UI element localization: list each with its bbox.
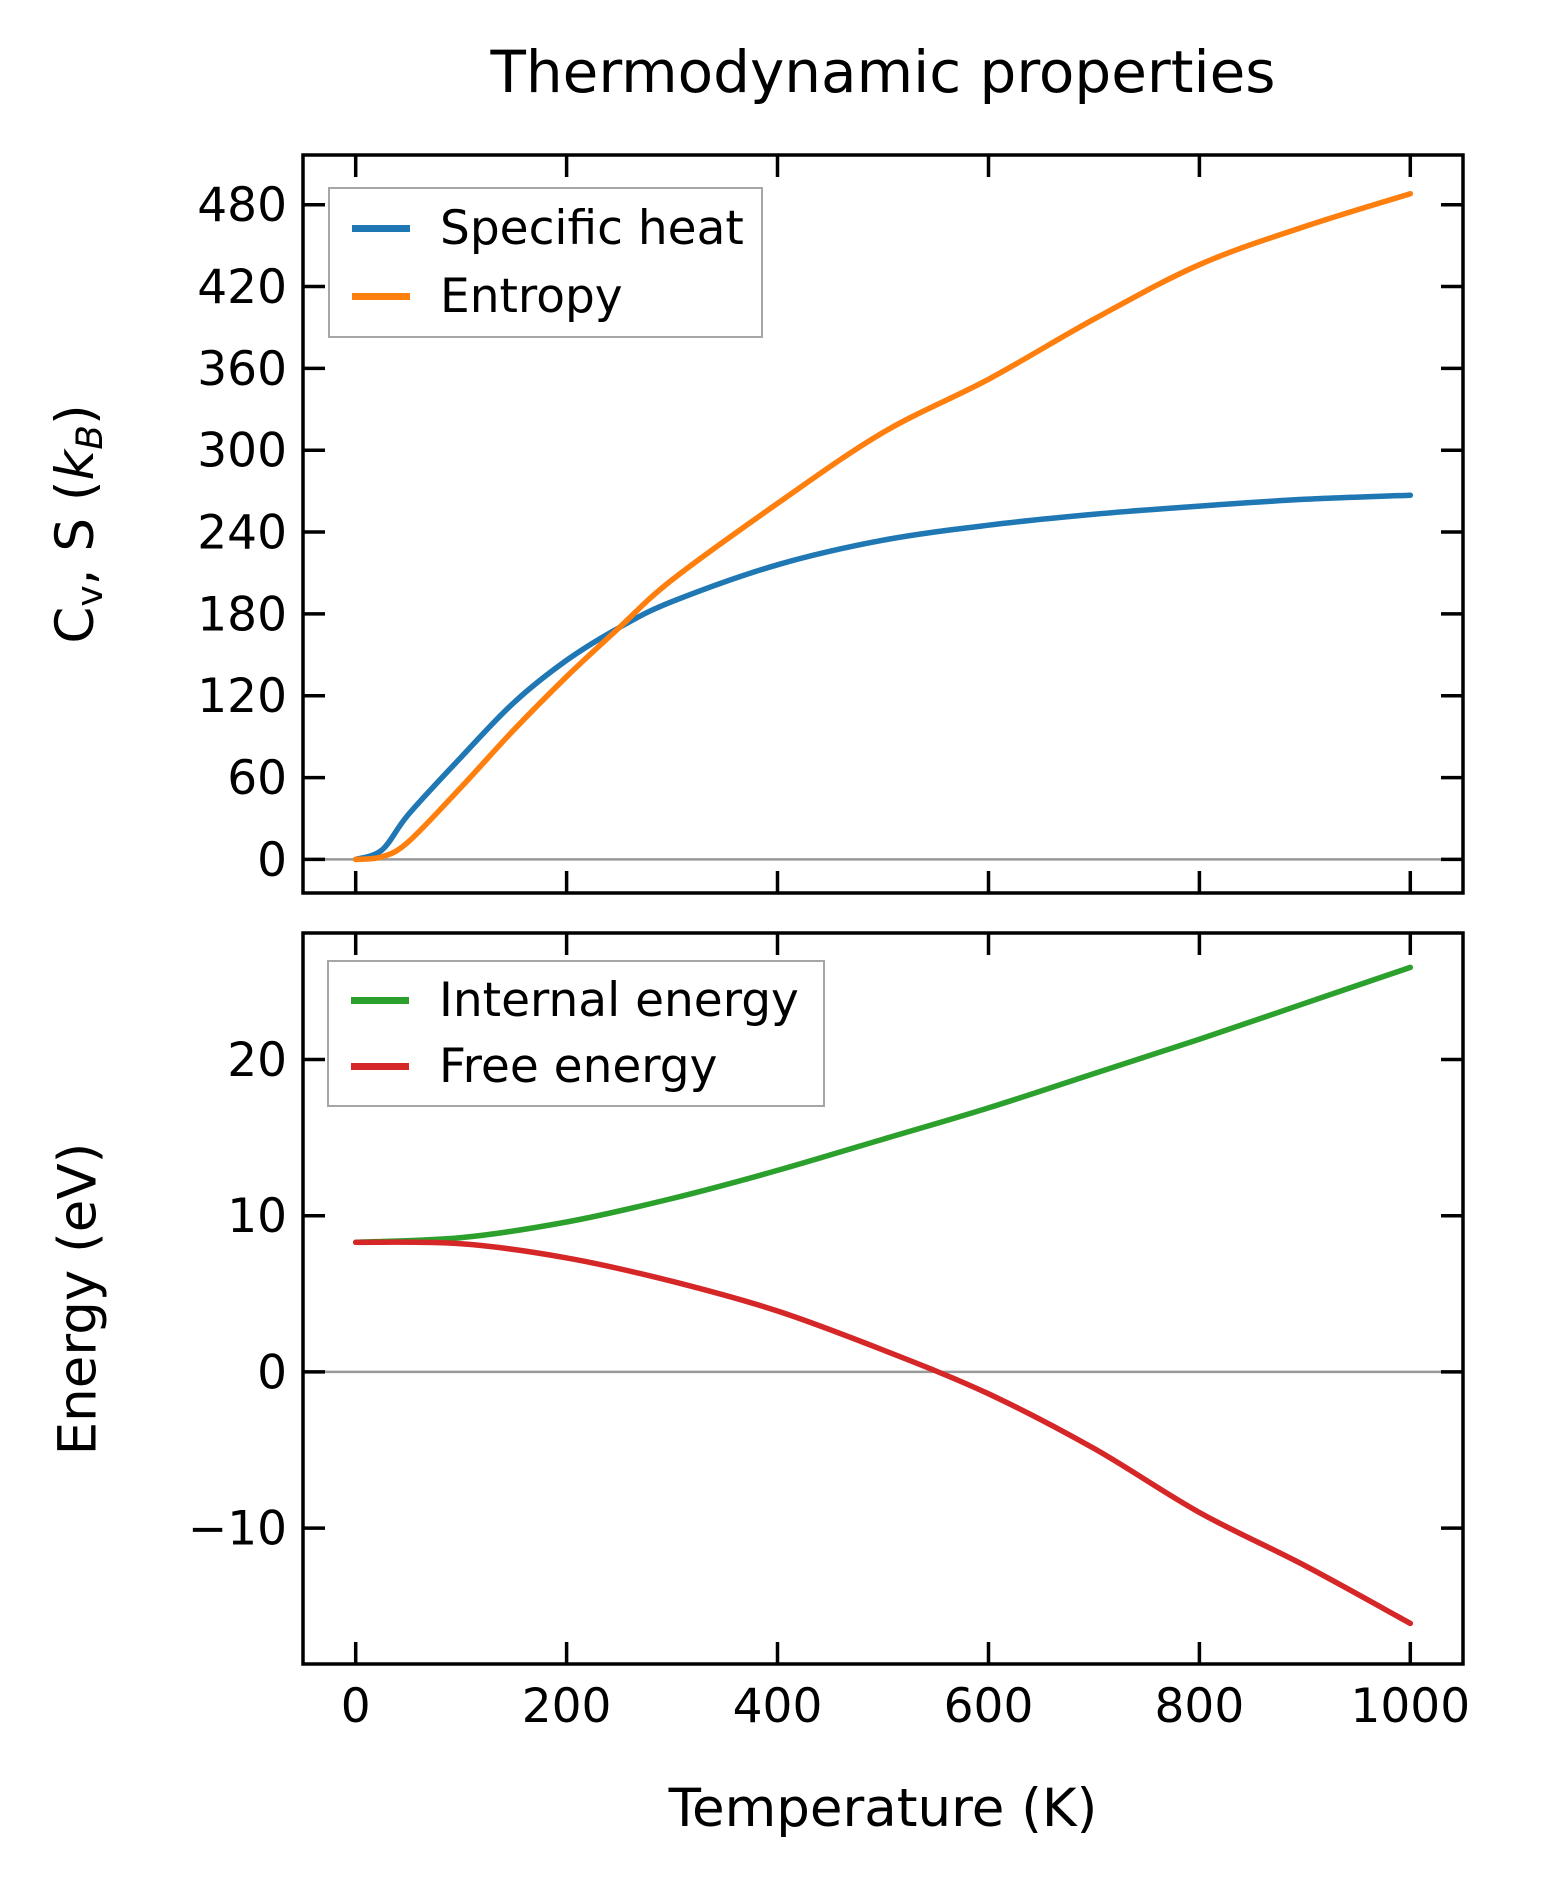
x-tick-label: 200 [522,1679,612,1734]
y-axis-label-bottom: Energy (eV) [47,1142,109,1456]
y-tick-label: 0 [257,1345,287,1400]
y-axis-label-segment: k [45,449,106,481]
legend-label: Specific heat [440,201,744,257]
legend-label: Entropy [440,268,623,324]
y-axis-label-segment: ) [45,404,106,426]
y-tick-label: 120 [197,669,287,724]
series-line-internal-energy [352,964,1414,1246]
y-axis-label-segment: B [70,425,111,450]
entropy-line-sample-icon [352,292,410,300]
y-tick-label: 480 [197,178,287,233]
y-axis-label-segment: v [70,585,111,607]
legend-entry-specific-heat: Specific heat [346,199,745,259]
series-line-entropy [352,190,1414,863]
x-tick-label: 400 [733,1679,823,1734]
legend-entry-free-energy: Free energy [345,1038,807,1096]
y-axis-label-segment: , S ( [45,480,106,586]
y-tick-label: 240 [197,506,287,561]
y-axis-label-segment: C [45,606,106,644]
y-axis-label-top: Cv, S (kB) [45,404,111,643]
x-axis-label: Temperature (K) [668,1778,1098,1839]
series-line-free-energy [352,1239,1414,1627]
axes-spines [301,931,1465,1666]
x-tick-label: 0 [341,1679,371,1734]
y-tick-label: 0 [257,833,287,888]
y-tick-label: 180 [197,587,287,642]
legend-bottom-plot: Internal energy Free energy [327,960,825,1107]
legend-entry-internal-energy: Internal energy [345,972,807,1030]
x-tick-label: 800 [1155,1679,1245,1734]
x-tick-label: 1000 [1350,1679,1470,1734]
y-tick-label: 300 [197,424,287,479]
legend-entry-entropy: Entropy [346,267,745,327]
y-tick-label: −10 [188,1502,287,1557]
specific-heat-line-sample-icon [352,225,410,233]
series-line-specific-heat [352,492,1414,863]
legend-label: Free energy [439,1038,718,1094]
chart-title: Thermodynamic properties [490,38,1276,106]
y-tick-label: 60 [227,751,287,806]
legend-label: Internal energy [439,973,799,1029]
legend-top-plot: Specific heat Entropy [328,187,763,338]
y-tick-label: 10 [227,1189,287,1244]
y-tick-label: 360 [197,342,287,397]
axes-spines [301,153,1465,895]
y-tick-label: 420 [197,260,287,315]
free-energy-line-sample-icon [351,1062,409,1070]
x-tick-label: 600 [944,1679,1034,1734]
internal-energy-line-sample-icon [351,997,409,1005]
y-tick-label: 20 [227,1033,287,1088]
